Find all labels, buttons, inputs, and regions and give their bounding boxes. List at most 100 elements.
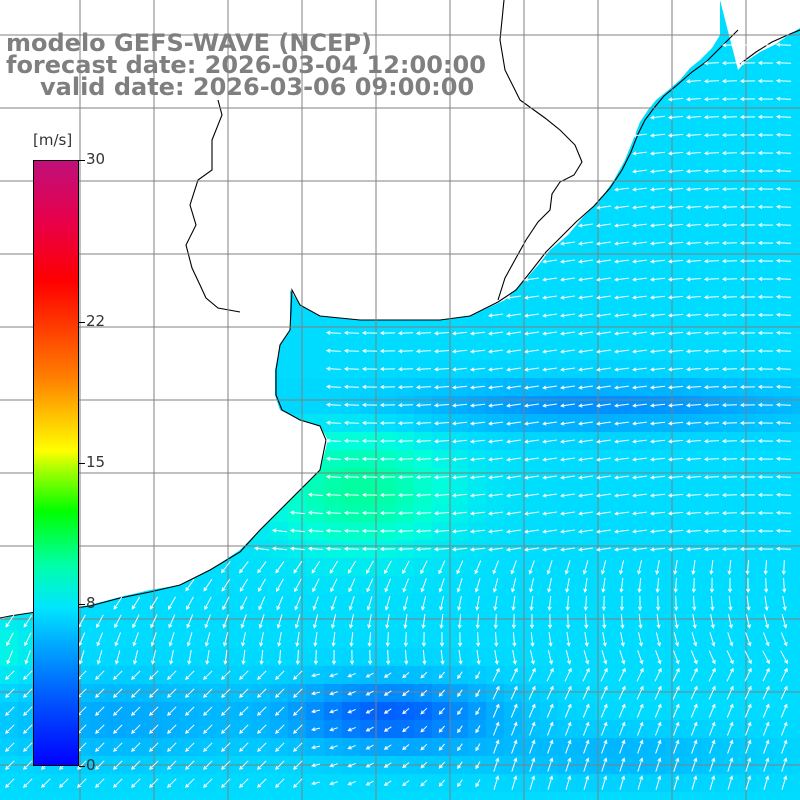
wind-arrow [542, 349, 557, 354]
wind-arrow [614, 187, 629, 192]
field-cell [486, 720, 505, 739]
field-cell [540, 684, 559, 703]
field-cell [792, 144, 800, 163]
wind-arrow [365, 762, 374, 768]
wind-arrow [530, 631, 535, 648]
field-cell [414, 630, 433, 649]
wind-arrow [667, 223, 684, 228]
field-cell [576, 720, 595, 739]
wind-arrow [542, 493, 557, 498]
wind-arrow [614, 259, 629, 264]
wind-arrow [762, 703, 770, 718]
field-cell [306, 342, 325, 361]
field-cell [684, 738, 703, 757]
wind-arrow [524, 493, 539, 498]
field-cell [432, 792, 451, 800]
wind-arrow [343, 528, 360, 534]
field-cell [432, 576, 451, 595]
field-cell [648, 792, 667, 800]
wind-arrow [77, 778, 87, 788]
wind-arrow [763, 614, 770, 629]
wind-arrow [277, 649, 282, 666]
wind-arrow [578, 367, 593, 372]
wind-arrow [703, 349, 720, 354]
field-cell [216, 630, 235, 649]
wind-arrow [619, 560, 625, 575]
wind-arrow [691, 632, 698, 647]
wind-arrow [655, 739, 662, 754]
wind-arrow [293, 688, 303, 698]
wind-arrow [421, 614, 426, 629]
wind-arrow [775, 204, 792, 209]
colorbar-tick-mark [79, 321, 85, 323]
wind-arrow [325, 528, 342, 533]
field-cell [576, 558, 595, 577]
wind-arrow [365, 708, 374, 714]
wind-arrow [763, 775, 770, 790]
wind-arrow [475, 725, 481, 734]
field-cell [756, 684, 775, 703]
wind-arrow [614, 313, 629, 318]
field-cell [666, 666, 685, 685]
colorbar-tick-label: 22 [86, 311, 106, 330]
wind-arrow [566, 632, 571, 647]
field-cell [486, 558, 505, 577]
wind-arrow [762, 650, 770, 665]
wind-arrow [433, 475, 450, 480]
wind-arrow [596, 511, 611, 516]
field-cell [180, 648, 199, 667]
field-cell [54, 792, 73, 800]
wind-arrow [23, 760, 33, 770]
wind-arrow [347, 762, 356, 768]
wind-arrow [685, 313, 702, 318]
field-cell [630, 576, 649, 595]
field-cell [522, 558, 541, 577]
wind-arrow [632, 421, 647, 426]
wind-arrow [384, 560, 392, 575]
wind-arrow [493, 613, 498, 630]
wind-arrow [95, 706, 105, 716]
field-cell [270, 630, 289, 649]
field-cell [648, 576, 667, 595]
wind-arrow [185, 706, 195, 716]
wind-arrow [420, 725, 428, 733]
wind-arrow [438, 689, 445, 697]
wind-arrow [649, 187, 666, 192]
wind-arrow [739, 366, 756, 372]
wind-arrow [673, 560, 678, 575]
field-cell [630, 774, 649, 793]
wind-arrow [239, 742, 249, 752]
field-cell [720, 720, 739, 739]
wind-arrow [361, 474, 378, 480]
wind-arrow [438, 743, 445, 751]
wind-arrow [739, 312, 756, 318]
field-cell [108, 792, 127, 800]
wind-arrow [451, 475, 468, 480]
wind-arrow [506, 295, 521, 300]
field-cell [648, 738, 667, 757]
field-cell [720, 594, 739, 613]
wind-arrow [667, 97, 684, 102]
wind-arrow [492, 578, 499, 593]
field-cell [792, 162, 800, 181]
wind-arrow [311, 763, 321, 768]
wind-arrow [415, 457, 432, 462]
wind-arrow [240, 596, 248, 611]
wind-arrow [451, 493, 468, 498]
wind-arrow [347, 780, 356, 786]
wind-arrow [708, 667, 716, 682]
wind-arrow [506, 457, 521, 462]
wind-arrow [469, 547, 486, 552]
field-cell [738, 720, 757, 739]
wind-arrow [614, 205, 629, 210]
wind-arrow [757, 348, 774, 354]
field-cell [684, 630, 703, 649]
field-cell [792, 702, 800, 721]
wind-arrow [239, 778, 249, 788]
field-cell [450, 630, 469, 649]
wind-arrow [5, 742, 15, 752]
wind-arrow [506, 313, 521, 318]
wind-arrow [542, 421, 557, 426]
field-cell [702, 702, 721, 721]
wind-arrow [451, 331, 468, 336]
